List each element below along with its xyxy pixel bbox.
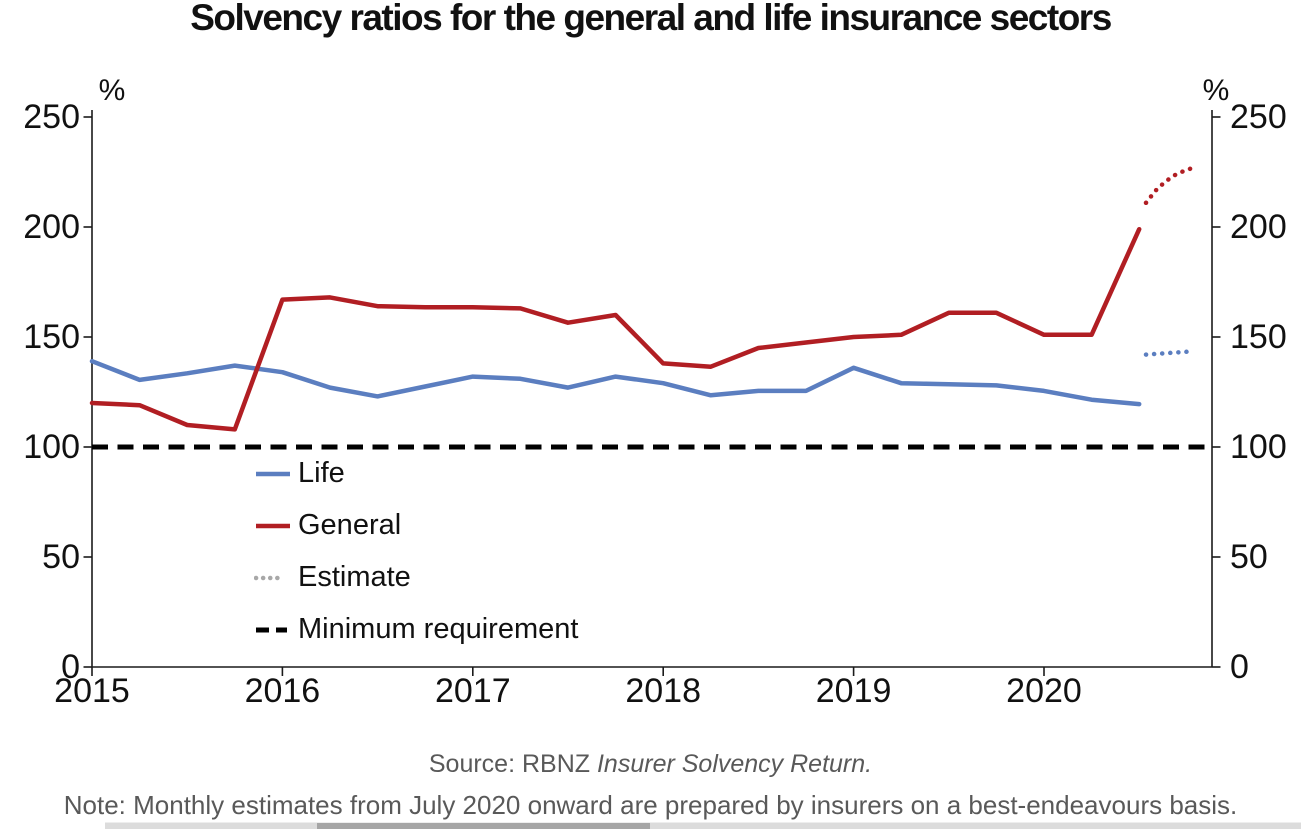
legend-item-life: Life	[254, 456, 578, 489]
y-axis-label-left: 50	[42, 538, 80, 576]
note-text: Note: Monthly estimates from July 2020 o…	[63, 790, 1238, 820]
y-axis-label-left: 250	[23, 98, 80, 136]
right-axis-unit-label: %	[1202, 74, 1230, 107]
x-axis-label: 2018	[625, 672, 701, 710]
life-line	[89, 358, 1142, 407]
minimum-requirement-line-sample	[254, 623, 298, 635]
chart-title: Solvency ratios for the general and life…	[190, 0, 1112, 38]
life-line-sample	[254, 467, 298, 479]
estimate-line-sample	[253, 571, 298, 583]
x-axis-label: 2019	[815, 672, 892, 710]
source-text: Source: RBNZ Insurer Solvency Return.	[0, 750, 1301, 779]
x-axis-label: 2017	[434, 672, 511, 710]
x-axis-label: 2020	[1006, 672, 1082, 710]
legend-item-estimate: Estimate	[253, 560, 578, 593]
y-axis-label-right: 50	[1230, 538, 1268, 576]
general-estimate-line	[1143, 165, 1196, 206]
y-axis-label-left: 100	[23, 428, 80, 466]
legend-label-estimate: Estimate	[298, 560, 411, 593]
legend-item-general: General	[254, 508, 578, 541]
legend-label-life: Life	[298, 456, 345, 489]
legend-item-minimum-requirement: Minimum requirement	[254, 612, 579, 645]
y-axis-label-right: 150	[1230, 318, 1287, 356]
left-axis-unit-label: %	[98, 74, 126, 107]
horizontal-scrollbar-track[interactable]	[105, 822, 1301, 829]
y-axis-label-right: 200	[1230, 208, 1287, 246]
general-line-sample	[254, 519, 298, 531]
y-axis-label-left: 150	[23, 318, 80, 356]
legend-label-general: General	[298, 508, 402, 541]
legend-label-minimum-requirement: Minimum requirement	[298, 612, 579, 645]
x-axis-label: 2016	[244, 672, 321, 710]
y-axis-label-left: 0	[61, 648, 80, 686]
y-axis-label-right: 250	[1230, 98, 1287, 136]
chart-legend: Life General Estimate Minimum requirement	[253, 456, 579, 666]
x-axis-label: 2015	[54, 672, 130, 710]
life-estimate-line	[1143, 349, 1196, 357]
y-axis-label-left: 200	[23, 208, 80, 246]
source-publication: Insurer Solvency Return.	[596, 750, 873, 778]
y-axis-label-right: 0	[1230, 648, 1249, 686]
general-line	[89, 226, 1142, 432]
horizontal-scrollbar-thumb[interactable]	[317, 823, 650, 829]
source-prefix: Source: RBNZ	[428, 750, 597, 778]
y-axis-label-right: 100	[1230, 428, 1287, 466]
